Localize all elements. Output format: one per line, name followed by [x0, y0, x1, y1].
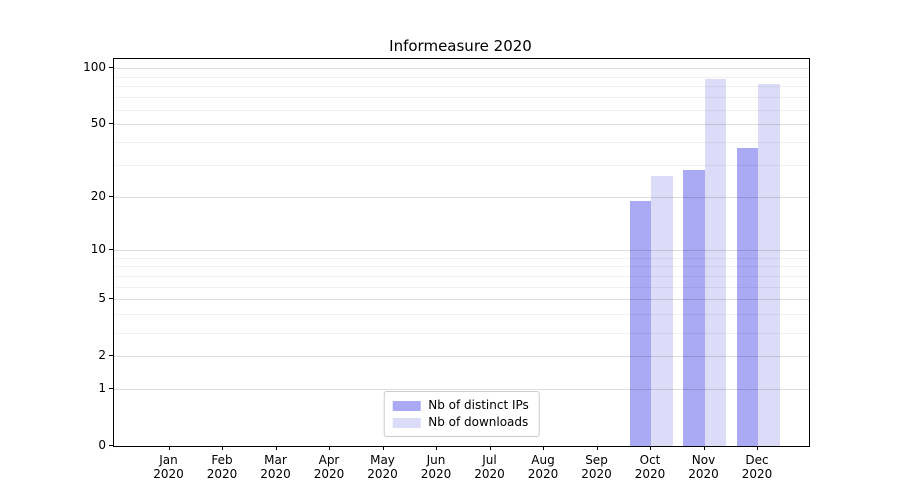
x-tick-year: 2020 — [195, 467, 249, 481]
x-tick-month: Nov — [677, 453, 731, 467]
x-tick-month: Jun — [409, 453, 463, 467]
y-tick-label: 100 — [72, 60, 106, 74]
x-tick-year: 2020 — [570, 467, 624, 481]
x-tick-label: Jun2020 — [409, 453, 463, 481]
y-tick-mark — [109, 196, 113, 197]
bar-downloads-dec — [758, 84, 780, 446]
x-tick-year: 2020 — [516, 467, 570, 481]
x-tick-year: 2020 — [302, 467, 356, 481]
x-tick-year: 2020 — [249, 467, 303, 481]
legend-item-downloads: Nb of downloads — [392, 414, 529, 431]
bar-downloads-oct — [651, 176, 673, 446]
y-tick-mark — [109, 298, 113, 299]
x-tick-label: Sep2020 — [570, 453, 624, 481]
x-tick-year: 2020 — [409, 467, 463, 481]
x-tick-mark — [757, 446, 758, 450]
plot-area: Nb of distinct IPs Nb of downloads — [113, 58, 810, 447]
y-tick-label: 5 — [72, 291, 106, 305]
x-tick-label: Dec2020 — [730, 453, 784, 481]
legend-label-distinct-ips: Nb of distinct IPs — [428, 398, 529, 413]
y-tick-label: 10 — [72, 242, 106, 256]
bar-distinct-ips-nov — [683, 170, 705, 446]
chart-title: Informeasure 2020 — [113, 36, 808, 56]
x-tick-label: Oct2020 — [623, 453, 677, 481]
x-tick-label: Feb2020 — [195, 453, 249, 481]
y-tick-label: 20 — [72, 189, 106, 203]
x-tick-month: Jul — [463, 453, 517, 467]
x-tick-year: 2020 — [356, 467, 410, 481]
x-tick-month: Feb — [195, 453, 249, 467]
x-tick-label: Jul2020 — [463, 453, 517, 481]
x-tick-label: Jan2020 — [142, 453, 196, 481]
legend: Nb of distinct IPs Nb of downloads — [383, 391, 540, 437]
x-tick-label: May2020 — [356, 453, 410, 481]
x-tick-mark — [490, 446, 491, 450]
x-tick-year: 2020 — [677, 467, 731, 481]
y-tick-label: 50 — [72, 116, 106, 130]
x-tick-year: 2020 — [142, 467, 196, 481]
y-tick-label: 2 — [72, 348, 106, 362]
x-tick-month: Jan — [142, 453, 196, 467]
x-tick-label: Aug2020 — [516, 453, 570, 481]
x-tick-mark — [222, 446, 223, 450]
bar-downloads-nov — [705, 79, 727, 447]
x-tick-mark — [704, 446, 705, 450]
x-tick-month: Dec — [730, 453, 784, 467]
bar-distinct-ips-dec — [737, 148, 759, 446]
figure: Informeasure 2020 Nb of distinct IPs Nb … — [0, 0, 900, 500]
x-tick-mark — [383, 446, 384, 450]
bars-layer — [114, 59, 809, 446]
x-tick-label: Mar2020 — [249, 453, 303, 481]
x-tick-month: Oct — [623, 453, 677, 467]
y-tick-label: 0 — [72, 438, 106, 452]
x-tick-label: Nov2020 — [677, 453, 731, 481]
x-tick-month: Sep — [570, 453, 624, 467]
y-tick-mark — [109, 67, 113, 68]
x-tick-month: Apr — [302, 453, 356, 467]
y-tick-mark — [109, 388, 113, 389]
x-tick-mark — [436, 446, 437, 450]
legend-label-downloads: Nb of downloads — [428, 415, 528, 430]
x-tick-mark — [650, 446, 651, 450]
x-tick-mark — [329, 446, 330, 450]
x-tick-year: 2020 — [730, 467, 784, 481]
y-tick-mark — [109, 123, 113, 124]
legend-swatch-downloads — [392, 418, 420, 428]
x-tick-mark — [169, 446, 170, 450]
y-tick-mark — [109, 355, 113, 356]
y-tick-label: 1 — [72, 381, 106, 395]
bar-distinct-ips-oct — [630, 201, 652, 446]
x-tick-year: 2020 — [623, 467, 677, 481]
x-tick-mark — [276, 446, 277, 450]
x-tick-year: 2020 — [463, 467, 517, 481]
legend-item-distinct-ips: Nb of distinct IPs — [392, 397, 529, 414]
x-tick-mark — [543, 446, 544, 450]
x-tick-month: May — [356, 453, 410, 467]
x-tick-label: Apr2020 — [302, 453, 356, 481]
y-tick-mark — [109, 445, 113, 446]
legend-swatch-distinct-ips — [392, 401, 420, 411]
x-tick-month: Mar — [249, 453, 303, 467]
y-tick-mark — [109, 249, 113, 250]
x-tick-mark — [597, 446, 598, 450]
x-tick-month: Aug — [516, 453, 570, 467]
